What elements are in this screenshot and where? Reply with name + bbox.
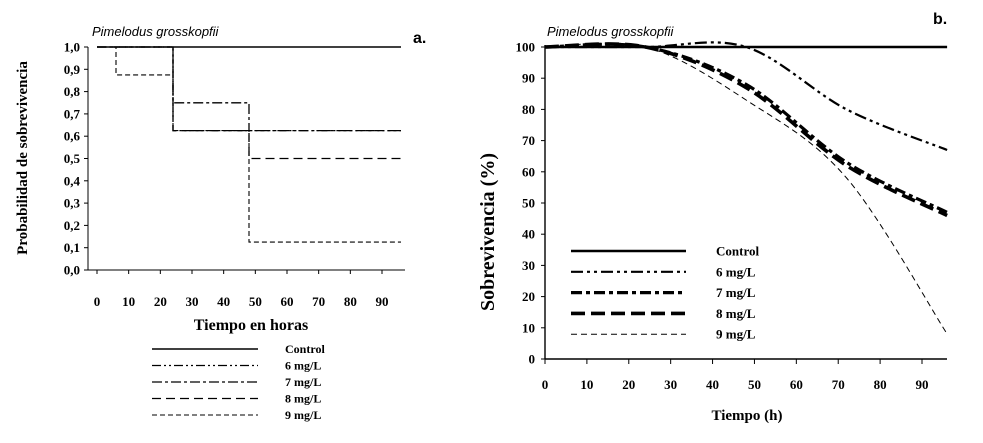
chart-a-y-tick-label: 0,8 (64, 84, 81, 99)
chart-b-y-tick-label: 30 (522, 258, 535, 273)
chart-a-legend-label: 8 mg/L (285, 392, 321, 406)
chart-b-y-tick-label: 20 (522, 289, 535, 304)
chart-b-x-tick-label: 90 (916, 377, 929, 392)
chart-b-x-tick-label: 60 (790, 377, 803, 392)
chart-b-y-tick-label: 70 (522, 133, 535, 148)
chart-a-y-tick-label: 0,3 (64, 196, 81, 211)
chart-a-series-line-4 (97, 46, 401, 160)
chart-a-y-tick-label: 0,6 (64, 129, 81, 144)
chart-b-legend-label: 6 mg/L (716, 264, 756, 279)
chart-b-y-axis-label: Sobrevivencia (%) (477, 153, 499, 311)
chart-a-y-tick-label: 0,9 (64, 62, 81, 77)
chart-b-legend-label: 7 mg/L (716, 285, 756, 300)
chart-a-y-axis-label: Probabilidad de sobrevivencia (15, 61, 31, 255)
chart-a-y-tick-label: 0,2 (64, 218, 80, 233)
chart-a-legend-label: 7 mg/L (285, 375, 321, 389)
chart-a-series-line-5 (97, 46, 401, 243)
chart-a-x-tick-label: 30 (186, 294, 199, 309)
chart-b-series (544, 41, 948, 335)
chart-a-x-axis-label: Tiempo en horas (194, 317, 308, 334)
chart-a-x-tick-label: 40 (217, 294, 230, 309)
chart-b-legend-label: Control (716, 244, 759, 259)
chart-b-x-tick-label: 20 (622, 377, 635, 392)
chart-b-x-axis-label: Tiempo (h) (712, 408, 783, 424)
chart-a-x-tick-label: 10 (122, 294, 135, 309)
chart-a-y-tick-label: 0,0 (64, 263, 80, 278)
chart-b-y-tick-label: 50 (522, 196, 535, 211)
chart-b-axes: 0 10 20 30 40 50 60 70 80 90 100 0 10 20 30 40 50 60 70 80 9… (516, 40, 947, 392)
chart-b-x-tick-label: 50 (748, 377, 761, 392)
chart-a-x-tick-label: 60 (281, 294, 294, 309)
chart-a-series-line-3 (97, 46, 401, 132)
chart-a-x-tick-label: 70 (312, 294, 325, 309)
chart-a-x-tick-label: 20 (154, 294, 167, 309)
chart-a-series (97, 46, 401, 243)
chart-a-y-tick-label: 0,4 (64, 173, 81, 188)
chart-a-legend: Control 6 mg/L 7 mg/L 8 mg/L 9 mg/L (152, 342, 325, 422)
chart-b-series-line-2 (545, 41, 948, 152)
chart-a-x-tick-label: 0 (94, 294, 101, 309)
chart-b-x-tick-label: 30 (664, 377, 677, 392)
chart-b-y-tick-label: 90 (522, 71, 535, 86)
chart-b-series-line-3 (544, 42, 948, 214)
chart-a-species-label: Pimelodus grosskopfii (92, 24, 220, 39)
chart-b: Pimelodus grosskopfii b. Sobrevivencia (… (477, 11, 948, 424)
chart-b-y-tick-label: 100 (516, 40, 536, 55)
chart-b-y-tick-label: 80 (522, 102, 535, 117)
chart-b-legend-label: 9 mg/L (716, 327, 756, 342)
chart-a-x-tick-label: 90 (376, 294, 389, 309)
chart-a-y-tick-label: 0,7 (64, 106, 81, 121)
chart-a-x-tick-label: 50 (249, 294, 262, 309)
chart-a-y-tick-label: 1,0 (64, 40, 80, 55)
chart-a-x-tick-label: 80 (344, 294, 357, 309)
chart-a-panel-label: a. (413, 30, 426, 47)
chart-b-y-tick-label: 40 (522, 227, 535, 242)
chart-a-legend-label: 6 mg/L (285, 359, 321, 373)
chart-b-x-tick-label: 80 (874, 377, 887, 392)
chart-b-y-tick-label: 60 (522, 164, 535, 179)
chart-b-x-tick-label: 0 (542, 377, 549, 392)
chart-b-species-label: Pimelodus grosskopfii (547, 24, 675, 39)
chart-a-axes: 0,0 0,1 0,2 0,3 0,4 0,5 0,6 0,7 0,8 0,9 1,0 0 10 20 30… (64, 40, 405, 309)
chart-b-panel-label: b. (933, 11, 947, 28)
chart-a: Pimelodus grosskopfii a. Probabilidad de… (15, 24, 426, 422)
chart-b-legend-label: 8 mg/L (716, 306, 756, 321)
chart-a-legend-label: Control (285, 342, 325, 356)
chart-a-y-tick-label: 0,5 (64, 151, 81, 166)
chart-a-legend-label: 9 mg/L (285, 408, 321, 422)
chart-b-x-tick-label: 40 (706, 377, 719, 392)
chart-b-series-line-4 (544, 42, 948, 218)
chart-b-x-tick-label: 70 (832, 377, 845, 392)
chart-b-y-tick-label: 10 (522, 320, 535, 335)
chart-b-legend: Control 6 mg/L 7 mg/L 8 mg/L 9 mg/L (571, 244, 759, 342)
chart-a-y-tick-label: 0,1 (64, 240, 80, 255)
chart-b-x-tick-label: 10 (580, 377, 593, 392)
chart-b-y-tick-label: 0 (529, 352, 536, 367)
